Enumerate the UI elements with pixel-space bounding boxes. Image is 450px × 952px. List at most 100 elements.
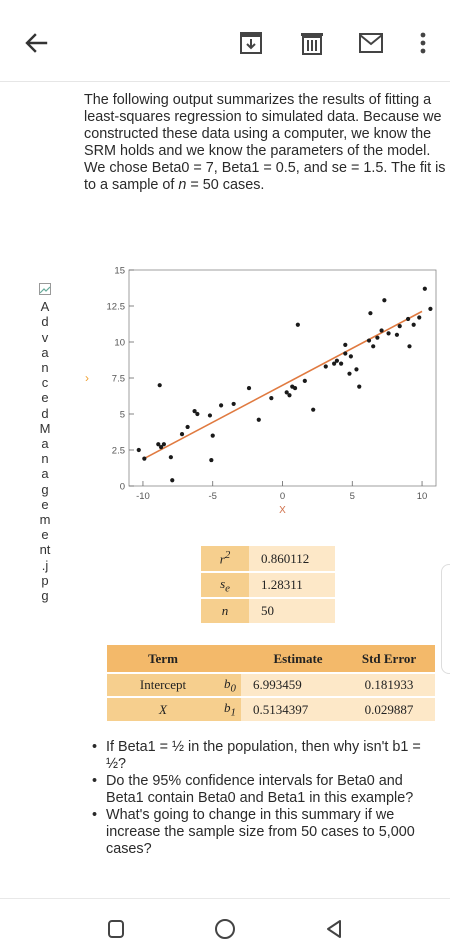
- data-point: [348, 354, 353, 359]
- more-vertical-icon[interactable]: [410, 30, 436, 56]
- data-point: [311, 407, 316, 412]
- sidebar-letter: g: [41, 481, 49, 497]
- table-row: Intercept b0 6.993459 0.181933: [107, 672, 435, 697]
- data-point: [157, 383, 162, 388]
- delete-icon[interactable]: [299, 30, 325, 56]
- intro-paragraph: The following output summarizes the resu…: [84, 92, 446, 194]
- mail-icon[interactable]: [358, 30, 384, 56]
- sidebar-letter: e: [41, 496, 49, 512]
- data-point: [231, 401, 236, 407]
- data-point: [209, 457, 214, 463]
- data-point: [192, 409, 197, 414]
- data-point: [368, 311, 373, 316]
- data-point: [292, 385, 298, 391]
- data-point: [354, 367, 359, 372]
- data-point: [379, 328, 384, 333]
- recent-apps-icon[interactable]: [104, 917, 128, 941]
- data-point: [136, 447, 141, 453]
- download-icon[interactable]: [238, 30, 264, 56]
- arrow-left-icon[interactable]: [22, 29, 50, 57]
- sidebar-letter: c: [41, 375, 49, 391]
- stat-key: n: [201, 598, 249, 625]
- home-icon[interactable]: [213, 917, 237, 941]
- data-point: [246, 385, 252, 391]
- question-list: If Beta1 = ½ in the population, then why…: [92, 739, 442, 858]
- fit-stats-table: r2 0.860112 se 1.28311 n 50: [201, 546, 335, 625]
- data-point: [156, 442, 161, 447]
- table-row: n 50: [201, 598, 335, 625]
- data-point: [417, 315, 422, 320]
- sidebar-letter: a: [41, 436, 49, 452]
- plot-frame: [128, 269, 437, 487]
- symbol-cell: b0: [219, 672, 241, 697]
- data-point: [256, 417, 261, 422]
- std-error-cell: 0.029887: [343, 696, 435, 721]
- data-point: [332, 361, 337, 366]
- table-row: r2 0.860112: [201, 546, 335, 573]
- stat-value: 1.28311: [249, 572, 335, 599]
- col-header-term: Term: [107, 645, 219, 673]
- y-tick-label: 0: [120, 482, 125, 493]
- data-point: [179, 432, 185, 437]
- x-tick-label: -5: [209, 491, 217, 502]
- system-nav-bar: [0, 898, 450, 952]
- estimate-cell: 0.5134397: [241, 696, 343, 721]
- y-tick-label: 12.5: [107, 302, 126, 313]
- data-point: [382, 298, 387, 303]
- list-item: Do the 95% confidence intervals for Beta…: [92, 773, 442, 807]
- data-point: [411, 322, 416, 327]
- scatter-chart: 0 2.5 5 7.5 10 12.5 15 -10 -5 0 5 10 X: [107, 266, 437, 516]
- stat-key: se: [201, 572, 249, 599]
- data-point: [323, 364, 328, 369]
- y-tick-label: 10: [114, 338, 125, 349]
- x-tick-label: 0: [280, 491, 285, 502]
- term-cell: Intercept: [107, 672, 219, 697]
- table-row: se 1.28311: [201, 572, 335, 599]
- data-point: [195, 411, 200, 417]
- sidebar-letter: e: [41, 390, 49, 406]
- data-point: [284, 390, 289, 395]
- data-point: [428, 306, 433, 311]
- sidebar-letter: v: [41, 329, 49, 345]
- sidebar-letter: .j: [41, 557, 49, 573]
- data-point: [295, 322, 300, 327]
- col-header-symbol: [219, 645, 241, 673]
- data-point: [407, 344, 412, 349]
- data-point: [168, 455, 173, 460]
- data-point: [339, 361, 344, 366]
- n-symbol: n: [178, 177, 187, 193]
- data-point: [287, 393, 292, 398]
- back-triangle-icon[interactable]: [322, 917, 346, 941]
- data-point: [343, 351, 348, 356]
- data-point: [219, 403, 224, 408]
- data-point: [366, 338, 372, 343]
- term-cell: X: [107, 696, 219, 721]
- data-point: [347, 371, 352, 376]
- x-tick-label: 5: [350, 491, 355, 502]
- std-error-cell: 0.181933: [343, 672, 435, 697]
- data-point: [207, 413, 213, 418]
- y-tick-label: 7.5: [112, 374, 125, 385]
- table-row: X b1 0.5134397 0.029887: [107, 696, 435, 721]
- sidebar-letter: a: [41, 344, 49, 360]
- sidebar-letter: A: [40, 299, 50, 315]
- data-point: [185, 424, 190, 430]
- col-header-std-error: Std Error: [343, 645, 435, 673]
- data-point: [334, 358, 340, 363]
- broken-image-icon: [39, 283, 51, 295]
- data-point: [210, 433, 215, 438]
- side-panel-handle[interactable]: [441, 564, 450, 674]
- stat-value: 50: [249, 598, 335, 625]
- data-point: [371, 344, 376, 349]
- y-tick-label: 2.5: [112, 446, 125, 457]
- estimate-cell: 6.993459: [241, 672, 343, 697]
- stat-value: 0.860112: [249, 546, 335, 573]
- x-tick-label: 10: [417, 491, 428, 502]
- data-point: [161, 442, 166, 447]
- list-item: What's going to change in this summary i…: [92, 807, 442, 858]
- data-point: [422, 286, 427, 291]
- chevron-right-icon: ›: [85, 371, 89, 385]
- x-tick-label: -10: [136, 491, 150, 502]
- data-point: [386, 331, 391, 336]
